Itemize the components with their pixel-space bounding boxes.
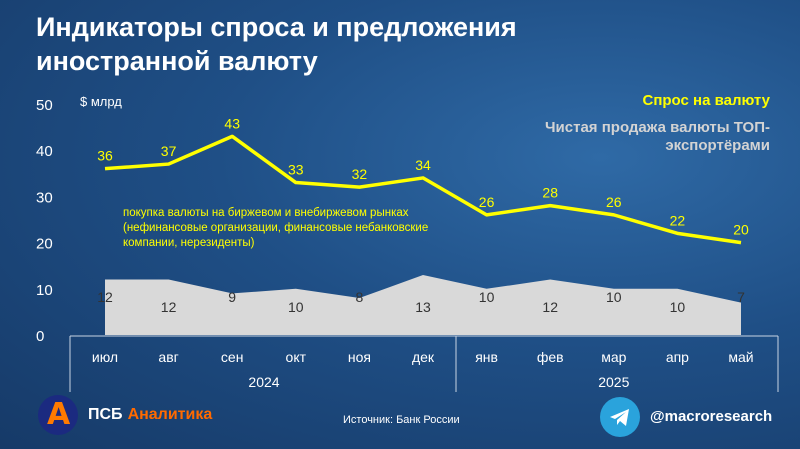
x-tick-label: авг: [158, 349, 178, 365]
demand-data-label: 22: [670, 212, 686, 228]
legend-supply: Чистая продажа валюты ТОП-экспортёрами: [545, 119, 770, 154]
x-tick-label: фев: [537, 349, 564, 365]
supply-data-label: 12: [97, 289, 113, 305]
demand-data-label: 33: [288, 162, 304, 178]
y-tick-label: 20: [36, 236, 53, 253]
x-tick-label: окт: [286, 349, 307, 365]
demand-data-label: 34: [415, 157, 431, 173]
supply-data-label: 8: [356, 289, 364, 305]
supply-data-label: 9: [228, 289, 236, 305]
demand-note: покупка валюты на биржевом и внебиржевом…: [123, 207, 429, 249]
y-tick-label: 30: [36, 189, 53, 206]
demand-data-label: 37: [161, 143, 177, 159]
x-tick-label: апр: [666, 349, 689, 365]
supply-area: [105, 274, 741, 335]
x-tick-label: ноя: [348, 349, 371, 365]
supply-data-label: 12: [542, 299, 558, 315]
y-tick-label: 0: [36, 328, 44, 345]
supply-data-label: 12: [161, 299, 177, 315]
telegram-icon[interactable]: [600, 397, 640, 437]
title-line-2: иностранной валюту: [36, 46, 318, 76]
x-tick-label: май: [728, 349, 753, 365]
brand: A ПСБ Аналитика: [38, 395, 212, 435]
demand-line: [104, 134, 742, 245]
year-group-label: 2024: [248, 374, 279, 390]
title-line-1: Индикаторы спроса и предложения: [36, 12, 517, 42]
x-tick-label: июл: [92, 349, 118, 365]
legend-demand: Спрос на валюту: [642, 92, 771, 109]
supply-data-label: 13: [415, 299, 431, 315]
supply-data-label: 10: [288, 299, 304, 315]
y-tick-label: 40: [36, 143, 53, 160]
demand-data-label: 36: [97, 148, 113, 164]
y-tick-label: 10: [36, 282, 53, 299]
source-note: Источник: Банк России: [343, 414, 460, 426]
supply-data-label: 10: [606, 289, 622, 305]
supply-data-label: 10: [479, 289, 495, 305]
year-group-label: 2025: [598, 374, 629, 390]
supply-data-label: 7: [737, 289, 745, 305]
page-title: Индикаторы спроса и предложения иностран…: [36, 10, 636, 78]
x-tick-label: сен: [221, 349, 244, 365]
telegram-plane-glyph: [610, 409, 629, 426]
demand-data-label: 20: [733, 222, 749, 238]
x-tick-label: дек: [412, 349, 435, 365]
brand-prefix: ПСБ: [88, 406, 123, 423]
y-tick-label: 50: [36, 97, 53, 114]
demand-data-label: 26: [606, 194, 622, 210]
x-tick-label: янв: [475, 349, 498, 365]
x-tick-label: мар: [601, 349, 626, 365]
demand-data-label: 26: [479, 194, 495, 210]
demand-data-label: 43: [224, 115, 240, 131]
psb-analytics-logo-icon: A: [38, 395, 78, 435]
channel-handle[interactable]: @macroresearch: [650, 408, 773, 425]
supply-data-label: 10: [670, 299, 686, 315]
brand-suffix: Аналитика: [127, 406, 213, 423]
demand-data-label: 32: [352, 166, 368, 182]
demand-data-label: 28: [542, 185, 558, 201]
y-unit-label: $ млрд: [80, 94, 122, 109]
